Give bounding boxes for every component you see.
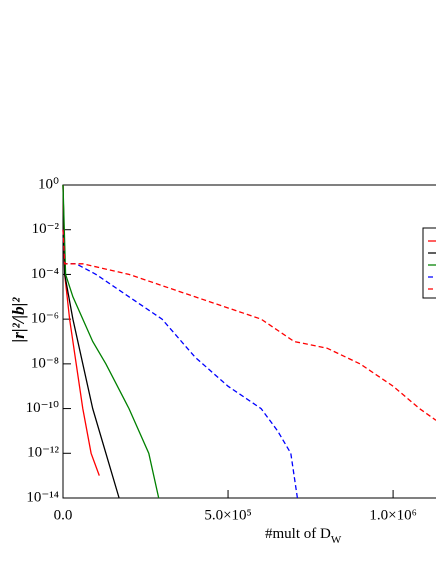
x-tick-label: 5.0×10⁵: [204, 507, 251, 523]
x-tick-label: 1.0×10⁶: [369, 507, 416, 523]
x-axis-label-main: #mult of D: [265, 526, 331, 542]
y-tick-label: 10⁻²: [32, 221, 60, 237]
x-axis-label: #mult of DW: [265, 526, 342, 545]
y-axis-label: |r|²/|b|²: [9, 297, 28, 343]
series-line: [62, 229, 436, 421]
y-tick-label: 10⁻¹²: [27, 445, 59, 461]
y-tick-label: 10⁻⁴: [31, 266, 59, 282]
x-axis-label-sub: W: [331, 534, 342, 546]
legend-box: [422, 227, 436, 299]
y-tick-label: 10⁻¹⁰: [26, 400, 59, 416]
x-tick-label: 0.0: [54, 507, 73, 523]
y-tick-label: 10⁻⁶: [31, 311, 59, 327]
series-line: [62, 184, 160, 499]
y-tick-label: 10⁰: [38, 176, 59, 192]
series-line: [62, 229, 299, 499]
axes-frame: [62, 184, 436, 499]
series-line: [62, 184, 120, 499]
y-tick-label: 10⁻⁸: [31, 355, 59, 371]
y-tick-label: 10⁻¹⁴: [26, 489, 59, 505]
series-line: [62, 184, 100, 476]
